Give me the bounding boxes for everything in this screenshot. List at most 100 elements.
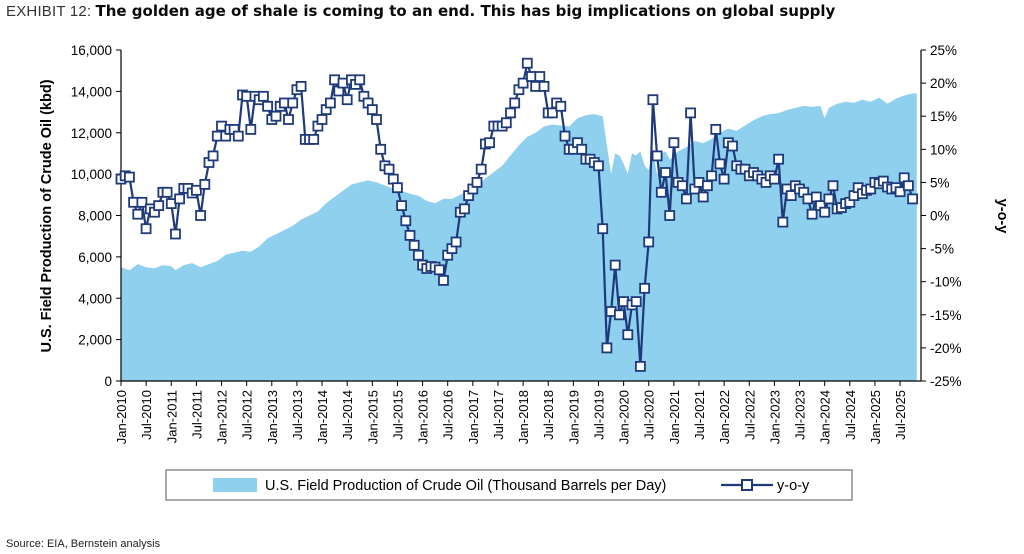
left-tick-label: 14,000 — [71, 84, 112, 99]
yoy-point — [366, 104, 378, 115]
yoy-point — [396, 200, 408, 212]
yoy-point — [195, 210, 207, 221]
right-tick-label: 25% — [930, 43, 957, 58]
x-tick-label: Jan-2024 — [818, 390, 833, 444]
yoy-point — [785, 190, 797, 202]
right-tick-label: -5% — [930, 242, 954, 257]
legend-area-swatch — [213, 478, 257, 492]
left-tick-label: 2,000 — [78, 333, 112, 348]
yoy-point — [124, 171, 135, 183]
yoy-point — [635, 360, 646, 372]
x-tick-label: Jul-2012 — [240, 390, 255, 440]
right-tick-label: 0% — [930, 209, 950, 224]
yoy-point — [161, 186, 173, 198]
yoy-point — [199, 178, 211, 190]
yoy-point — [475, 163, 487, 175]
yoy-point — [655, 186, 667, 198]
yoy-point — [170, 228, 181, 240]
left-tick-label: 4,000 — [78, 291, 112, 306]
left-axis-title: U.S. Field Production of Crude Oil (kbd) — [39, 79, 55, 352]
yoy-point — [174, 193, 186, 205]
yoy-point — [660, 167, 671, 178]
yoy-point — [383, 163, 395, 175]
yoy-point — [819, 206, 831, 218]
yoy-point — [827, 180, 839, 192]
x-tick-label: Jan-2023 — [767, 390, 782, 444]
yoy-point — [287, 97, 299, 109]
x-tick-label: Jul-2021 — [692, 390, 707, 440]
yoy-point — [651, 150, 663, 162]
x-tick-label: Jul-2016 — [441, 390, 456, 440]
yoy-point — [190, 184, 202, 196]
x-tick-label: Jul-2025 — [893, 390, 908, 440]
yoy-point — [316, 114, 328, 125]
yoy-point — [769, 173, 780, 185]
x-tick-label: Jan-2015 — [365, 390, 380, 444]
source-note: Source: EIA, Bernstein analysis — [6, 538, 161, 550]
yoy-point — [471, 176, 483, 188]
yoy-point — [308, 133, 320, 145]
yoy-point — [505, 107, 516, 119]
yoy-point — [509, 97, 521, 109]
x-tick-label: Jul-2013 — [290, 390, 305, 440]
x-tick-label: Jul-2023 — [793, 390, 808, 440]
x-tick-label: Jul-2020 — [642, 390, 657, 440]
legend-line-label: y-o-y — [777, 478, 810, 494]
x-tick-label: Jan-2022 — [717, 390, 732, 444]
x-tick-label: Jul-2015 — [390, 390, 405, 440]
exhibit-label: EXHIBIT 12: — [6, 3, 92, 20]
yoy-point — [324, 97, 336, 109]
right-tick-label: -15% — [930, 308, 962, 323]
yoy-point — [894, 186, 906, 198]
yoy-point — [534, 71, 546, 82]
yoy-point — [559, 130, 571, 142]
headline: The golden age of shale is coming to an … — [95, 2, 836, 20]
yoy-point — [727, 140, 738, 152]
yoy-point — [706, 170, 717, 182]
x-tick-label: Jul-2019 — [592, 390, 607, 440]
yoy-point — [609, 259, 621, 271]
yoy-point — [438, 274, 449, 286]
yoy-point — [668, 137, 680, 149]
x-tick-label: Jan-2013 — [265, 390, 280, 444]
x-tick-label: Jan-2018 — [516, 390, 531, 444]
legend-line-marker — [741, 479, 753, 491]
left-tick-label: 16,000 — [71, 43, 112, 58]
yoy-point — [257, 90, 269, 102]
yoy-point — [647, 94, 659, 106]
yoy-point — [555, 100, 567, 112]
x-tick-label: Jan-2020 — [617, 390, 632, 444]
yoy-point — [538, 81, 550, 92]
yoy-point — [433, 264, 445, 276]
right-tick-label: -25% — [930, 374, 962, 389]
x-tick-label: Jan-2010 — [114, 390, 129, 444]
yoy-line — [121, 62, 914, 368]
x-tick-label: Jul-2010 — [139, 390, 154, 440]
yoy-point — [714, 158, 726, 170]
yoy-point — [576, 143, 588, 155]
yoy-point — [823, 193, 835, 205]
yoy-point — [685, 107, 696, 119]
yoy-point — [132, 208, 144, 220]
x-tick-label: Jul-2011 — [189, 390, 204, 439]
yoy-point — [664, 210, 676, 221]
yoy-point — [810, 191, 822, 203]
right-tick-label: -20% — [930, 341, 962, 356]
yoy-point — [517, 77, 529, 89]
right-tick-label: 20% — [930, 76, 957, 91]
right-tick-label: 15% — [930, 109, 957, 124]
x-tick-label: Jan-2019 — [566, 390, 581, 444]
yoy-point — [354, 74, 366, 86]
yoy-point — [697, 191, 709, 203]
yoy-point — [371, 114, 382, 125]
legend: U.S. Field Production of Crude Oil (Thou… — [165, 469, 853, 501]
yoy-point — [270, 110, 282, 122]
yoy-point — [140, 223, 152, 235]
x-tick-label: Jul-2018 — [541, 390, 556, 440]
yoy-point — [521, 57, 533, 69]
x-tick-label: Jul-2014 — [340, 390, 355, 440]
yoy-point — [262, 100, 274, 112]
x-tick-label: Jul-2024 — [843, 390, 858, 440]
yoy-point — [806, 208, 818, 220]
